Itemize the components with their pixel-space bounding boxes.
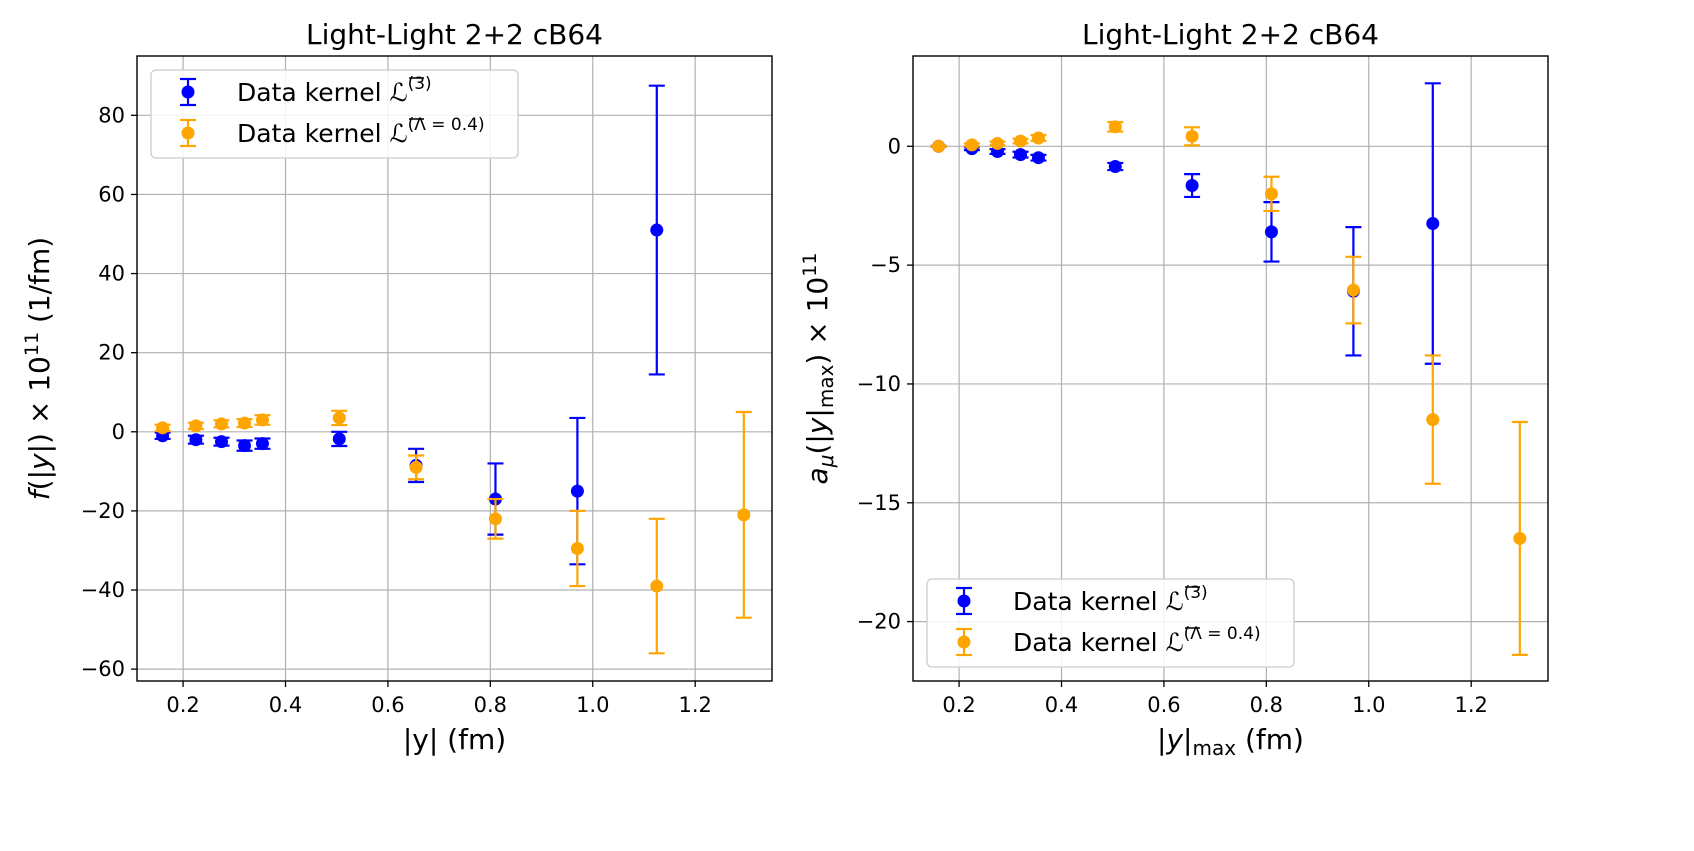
data-point — [650, 579, 664, 593]
y-tick-label: −60 — [81, 657, 125, 681]
data-point — [570, 541, 584, 555]
chart-panel-2: 0.2 0.4 0.6 0.8 1.0 1.2 −20 −15 −10 −5 0 Light-Ligh… — [799, 18, 1549, 760]
data-point — [238, 416, 252, 430]
legend: Data kernel ℒ(3) Data kernel ℒ(Λ = 0.4) — [150, 69, 519, 159]
x-tick-label: 0.6 — [371, 693, 404, 717]
series-orange — [930, 120, 1528, 656]
y-tick-label: 40 — [98, 262, 125, 286]
legend-marker — [181, 85, 195, 99]
x-tick-label: 0.2 — [166, 693, 199, 717]
data-point — [1031, 151, 1045, 165]
legend-marker — [181, 126, 195, 140]
x-tick-label: 1.0 — [1352, 693, 1385, 717]
chart-panel-1: 0.2 0.4 0.6 0.8 1.0 1.2 −60 −40 −20 0 20 40 60 80 Ligh… — [21, 18, 773, 756]
x-tick-label: 0.8 — [1250, 693, 1283, 717]
legend-marker — [957, 594, 971, 608]
data-point — [409, 460, 423, 474]
x-tick-label: 0.2 — [942, 693, 975, 717]
axes-frame — [912, 55, 1549, 682]
chart-title: Light-Light 2+2 cB64 — [1082, 18, 1379, 51]
data-point — [156, 421, 170, 435]
x-tick-label: 1.2 — [1454, 693, 1487, 717]
data-point — [932, 139, 946, 153]
data-point — [332, 411, 346, 425]
data-point — [965, 138, 979, 152]
data-point — [1264, 187, 1278, 201]
y-axis-label: f(|y|) × 1011 (1/fm) — [21, 237, 56, 500]
data-point — [214, 435, 228, 449]
legend: Data kernel ℒ(3) Data kernel ℒ(Λ = 0.4) — [926, 578, 1295, 668]
y-tick-label: 20 — [98, 341, 125, 365]
y-tick-label: −40 — [81, 578, 125, 602]
data-point — [488, 512, 502, 526]
data-point — [1014, 134, 1028, 148]
y-tick-label: 80 — [98, 103, 125, 127]
legend-frame — [150, 69, 519, 159]
data-point — [1108, 120, 1122, 134]
data-point — [1346, 283, 1360, 297]
legend-marker — [957, 635, 971, 649]
data-point — [990, 136, 1004, 150]
legend-label: Data kernel ℒ(3) — [237, 74, 432, 107]
x-tick-label: 1.2 — [678, 693, 711, 717]
legend-label: Data kernel ℒ(Λ = 0.4) — [237, 115, 485, 148]
x-axis-label: |y| (fm) — [403, 723, 506, 756]
data-point — [1426, 413, 1440, 427]
y-tick-label: −15 — [857, 491, 901, 515]
data-point — [189, 433, 203, 447]
data-point — [332, 432, 346, 446]
y-tick-label: −10 — [857, 372, 901, 396]
data-point — [238, 439, 252, 453]
data-point — [1513, 531, 1527, 545]
y-tick-label: −5 — [870, 253, 901, 277]
data-point — [1108, 160, 1122, 174]
data-point — [214, 417, 228, 431]
chart-title: Light-Light 2+2 cB64 — [306, 18, 603, 51]
series-blue — [930, 82, 1441, 365]
x-axis-label: |y|max (fm) — [1157, 723, 1304, 760]
data-point — [650, 223, 664, 237]
x-tick-label: 1.0 — [576, 693, 609, 717]
data-point — [570, 484, 584, 498]
x-tick-label: 0.4 — [269, 693, 302, 717]
data-point — [1264, 225, 1278, 239]
data-point — [1426, 217, 1440, 231]
x-tick-label: 0.6 — [1147, 693, 1180, 717]
legend-label: Data kernel ℒ(Λ = 0.4) — [1013, 624, 1261, 657]
data-point — [189, 419, 203, 433]
x-tick-label: 0.8 — [474, 693, 507, 717]
series-orange — [154, 409, 752, 655]
legend-label: Data kernel ℒ(3) — [1013, 583, 1208, 616]
y-tick-label: 60 — [98, 182, 125, 206]
data-point — [1014, 148, 1028, 162]
y-tick-label: −20 — [857, 610, 901, 634]
data-point — [737, 508, 751, 522]
data-point — [1031, 131, 1045, 145]
data-point — [255, 413, 269, 427]
y-tick-label: 0 — [888, 134, 901, 158]
y-axis-label: aμ(|y|max) × 1011 — [799, 253, 838, 485]
y-tick-label: −20 — [81, 499, 125, 523]
x-tick-label: 0.4 — [1045, 693, 1078, 717]
legend-frame — [926, 578, 1295, 668]
y-tick-label: 0 — [112, 420, 125, 444]
data-point — [1185, 179, 1199, 193]
data-point — [255, 437, 269, 451]
data-point — [1185, 129, 1199, 143]
axes-frame — [136, 55, 773, 682]
